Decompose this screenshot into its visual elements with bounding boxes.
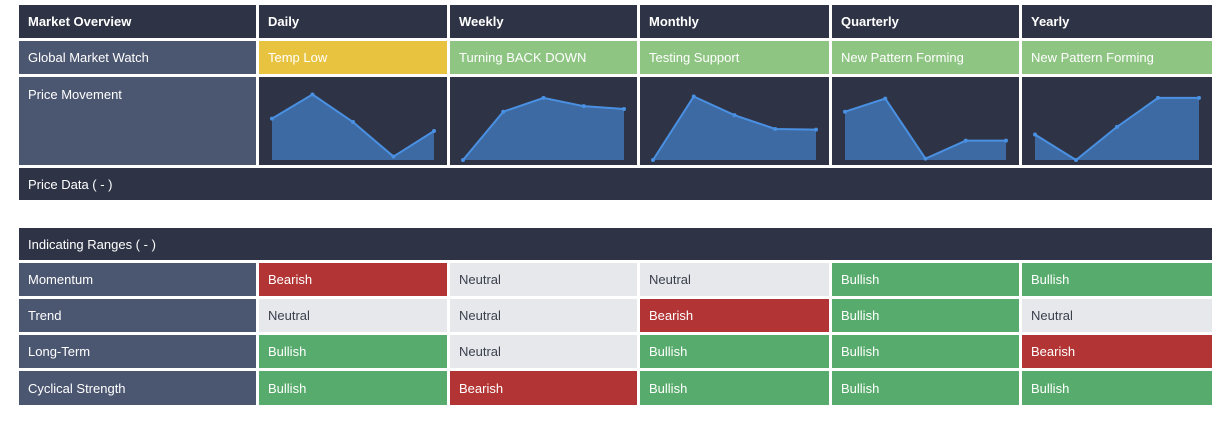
sparkline-point (1156, 95, 1160, 100)
sparkline-area (1035, 97, 1199, 160)
market-overview-title: Market Overview (19, 5, 256, 38)
range-cell-momentum-quarterly: Bullish (832, 263, 1019, 296)
watch-status-yearly: New Pattern Forming (1022, 41, 1212, 74)
sparkline-point (923, 156, 928, 161)
sparkline-point (651, 158, 655, 162)
range-cell-long-term-quarterly: Bullish (832, 335, 1019, 368)
period-header-monthly: Monthly (640, 5, 829, 38)
sparkline-point (732, 113, 737, 118)
sparkline-point (501, 109, 506, 114)
sparkline-quarterly (832, 77, 1019, 165)
sparkline-point (541, 95, 546, 100)
sparkline-svg-weekly (461, 95, 626, 162)
global-market-watch-label: Global Market Watch (19, 41, 256, 74)
range-cell-long-term-yearly: Bearish (1022, 335, 1212, 368)
period-header-daily: Daily (259, 5, 447, 38)
sparkline-point (883, 96, 888, 101)
sparkline-yearly (1022, 77, 1212, 165)
range-label-cyclical-strength: Cyclical Strength (19, 371, 256, 405)
sparkline-area (272, 94, 434, 160)
watch-status-weekly: Turning BACK DOWN (450, 41, 637, 74)
sparkline-point (963, 138, 968, 143)
range-cell-trend-daily: Neutral (259, 299, 447, 332)
range-label-trend: Trend (19, 299, 256, 332)
sparkline-point (351, 120, 355, 125)
range-label-long-term: Long-Term (19, 335, 256, 368)
sparkline-point (1033, 132, 1037, 137)
sparkline-point (1074, 158, 1078, 162)
sparkline-point (391, 154, 396, 159)
range-cell-cyclical-strength-quarterly: Bullish (832, 371, 1019, 405)
sparkline-point (691, 94, 696, 99)
sparkline-point (843, 109, 847, 114)
range-cell-momentum-weekly: Neutral (450, 263, 637, 296)
watch-status-daily: Temp Low (259, 41, 447, 74)
range-cell-trend-quarterly: Bullish (832, 299, 1019, 332)
sparkline-point (581, 104, 586, 109)
sparkline-point (814, 127, 818, 132)
sparkline-point (622, 106, 626, 111)
range-cell-trend-yearly: Neutral (1022, 299, 1212, 332)
range-cell-cyclical-strength-weekly: Bearish (450, 371, 637, 405)
sparkline-svg-daily (270, 92, 436, 160)
range-cell-cyclical-strength-monthly: Bullish (640, 371, 829, 405)
sparkline-point (270, 116, 274, 121)
price-data-header[interactable]: Price Data ( - ) (19, 168, 1212, 200)
sparkline-point (1004, 138, 1008, 143)
range-cell-cyclical-strength-yearly: Bullish (1022, 371, 1212, 405)
sparkline-daily (259, 77, 447, 165)
sparkline-point (432, 129, 436, 134)
range-cell-long-term-daily: Bullish (259, 335, 447, 368)
watch-status-monthly: Testing Support (640, 41, 829, 74)
sparkline-point (773, 126, 778, 131)
sparkline-svg-monthly (651, 94, 818, 162)
watch-status-quarterly: New Pattern Forming (832, 41, 1019, 74)
sparkline-svg-quarterly (843, 96, 1008, 161)
range-cell-momentum-monthly: Neutral (640, 263, 829, 296)
period-header-yearly: Yearly (1022, 5, 1212, 38)
sparkline-svg-yearly (1033, 95, 1201, 162)
range-cell-momentum-daily: Bearish (259, 263, 447, 296)
sparkline-monthly (640, 77, 829, 165)
range-cell-long-term-monthly: Bullish (640, 335, 829, 368)
sparkline-point (310, 92, 315, 97)
sparkline-weekly (450, 77, 637, 165)
range-cell-trend-weekly: Neutral (450, 299, 637, 332)
range-cell-momentum-yearly: Bullish (1022, 263, 1212, 296)
sparkline-point (1115, 124, 1119, 129)
sparkline-point (1197, 95, 1201, 100)
price-movement-label: Price Movement (19, 77, 256, 165)
indicating-ranges-header[interactable]: Indicating Ranges ( - ) (19, 228, 1212, 260)
range-label-momentum: Momentum (19, 263, 256, 296)
sparkline-area (845, 98, 1006, 160)
range-cell-long-term-weekly: Neutral (450, 335, 637, 368)
sparkline-point (461, 158, 465, 162)
range-cell-cyclical-strength-daily: Bullish (259, 371, 447, 405)
sparkline-area (653, 96, 816, 160)
period-header-quarterly: Quarterly (832, 5, 1019, 38)
period-header-weekly: Weekly (450, 5, 637, 38)
range-cell-trend-monthly: Bearish (640, 299, 829, 332)
